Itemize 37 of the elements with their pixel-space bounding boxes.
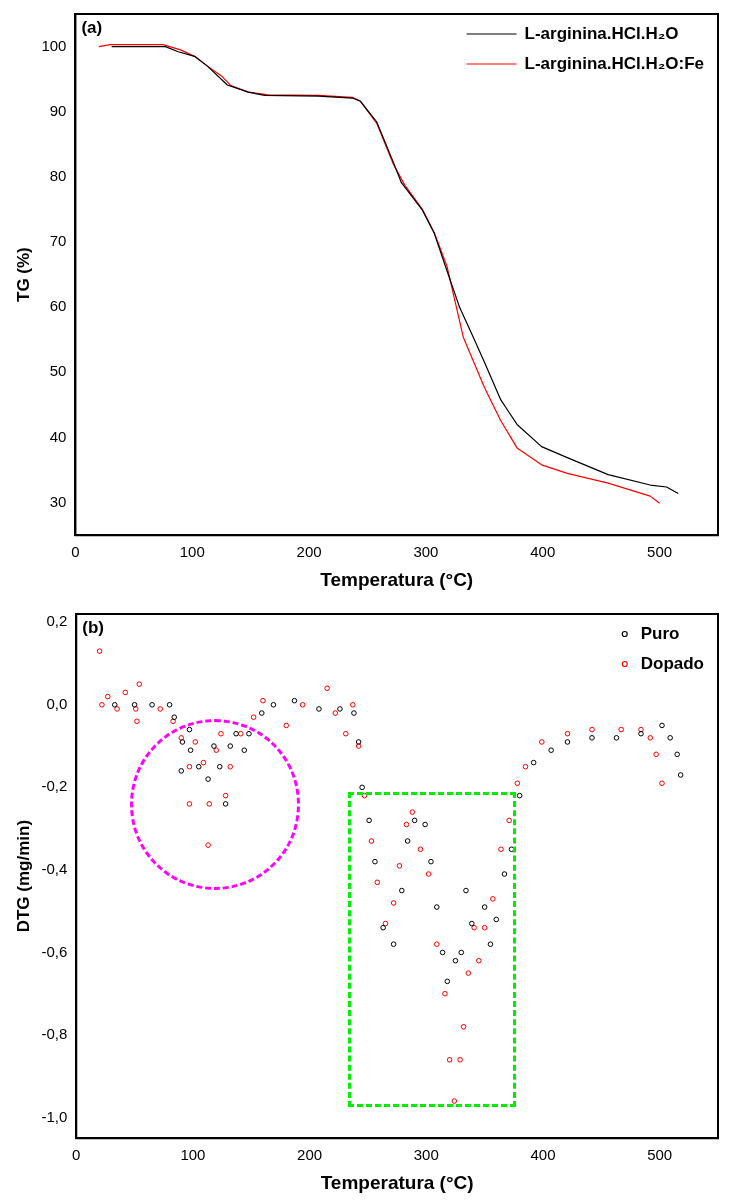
y-tick-label: 80 [49,167,67,185]
x-tick-label: 400 [530,543,556,561]
x-tick-label: 200 [297,1146,323,1164]
annotation: (b) [82,618,104,638]
x-axis-title: Temperatura (°C) [320,1171,474,1193]
annotation: (a) [81,18,103,38]
y-tick-label: 90 [49,101,67,119]
y-tick-label: 0,2 [46,612,68,630]
y-axis-title: TG (%) [13,247,33,302]
y-tick-label: 60 [49,297,67,315]
y-tick-label: 30 [49,492,67,510]
legend-label: L-arginina.HCl.H₂O:Fe [524,53,705,73]
y-axis-title: DTG (mg/min) [13,819,33,933]
x-tick-label: 0 [71,543,80,561]
y-tick-label: 50 [49,362,67,380]
x-tick-label: 400 [530,1146,556,1164]
x-tick-label: 100 [179,543,205,561]
x-tick-label: 500 [647,543,673,561]
legend-label: L-arginina.HCl.H₂O [524,23,679,43]
x-tick-label: 300 [413,543,439,561]
y-tick-label: -0,4 [41,860,68,878]
x-tick-label: 100 [180,1146,206,1164]
y-tick-label: 100 [41,36,67,54]
y-tick-label: 40 [49,427,67,445]
x-tick-label: 500 [647,1146,673,1164]
y-tick-label: -0,8 [41,1025,68,1043]
legend-label: Puro [640,623,680,643]
legend-label: Dopado [640,653,705,673]
x-axis-title: Temperatura (°C) [320,568,474,590]
y-tick-label: -1,0 [41,1107,68,1125]
x-tick-label: 200 [296,543,322,561]
y-tick-label: -0,6 [41,942,68,960]
x-tick-label: 0 [72,1146,81,1164]
y-tick-label: -0,2 [41,777,68,795]
y-tick-label: 70 [49,232,67,250]
x-tick-label: 300 [413,1146,439,1164]
y-tick-label: 0,0 [46,694,68,712]
